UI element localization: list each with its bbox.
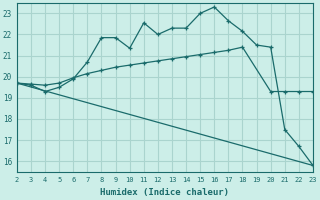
X-axis label: Humidex (Indice chaleur): Humidex (Indice chaleur) <box>100 188 229 197</box>
